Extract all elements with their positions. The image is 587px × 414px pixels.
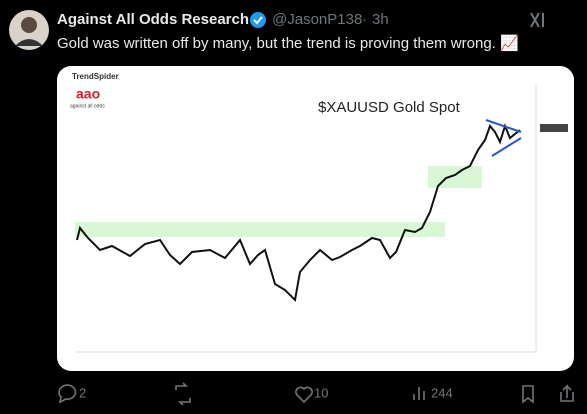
price-tag [540,124,568,132]
brand: TrendSpider [72,72,119,81]
post-text: Gold was written off by many, but the tr… [57,34,519,52]
bookmark-button[interactable] [522,385,534,404]
reply-button[interactable]: 2 [58,384,86,404]
logo: aao [76,86,100,102]
avatar-body [15,39,43,46]
repost-icon [175,382,191,406]
avatar-face [21,17,37,33]
trend-line [485,119,522,133]
range-zone [75,222,445,237]
like-icon [295,386,313,404]
time[interactable]: 3h [372,11,389,28]
verified-badge [250,12,266,28]
views-button[interactable]: 244 [413,385,453,400]
reply-count: 2 [79,385,86,400]
verified-check [253,16,263,25]
like-count: 10 [314,385,328,400]
reply-icon [58,384,77,404]
range-zone [428,166,482,188]
logo-caption: against all odds [70,103,105,109]
price-line [76,123,521,303]
image-card[interactable] [57,66,574,371]
separator: · [362,11,367,28]
repost-button[interactable] [175,382,191,406]
grok-icon[interactable] [530,12,544,28]
views-icon [413,387,425,400]
like-button[interactable]: 10 [295,385,329,404]
share-button[interactable] [560,384,574,402]
handle[interactable]: @JasonP138 [272,11,362,28]
author-name[interactable]: Against All Odds Research [57,11,249,28]
trend-line [491,137,522,157]
chart-title: $XAUUSD Gold Spot [318,99,461,116]
views-count: 244 [431,385,453,400]
